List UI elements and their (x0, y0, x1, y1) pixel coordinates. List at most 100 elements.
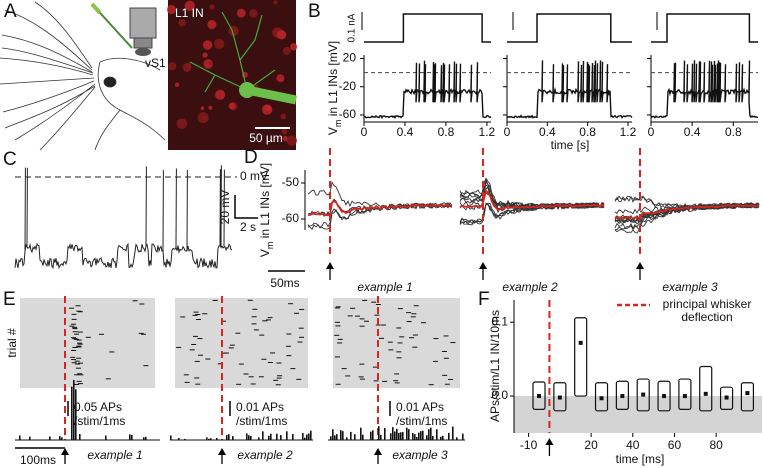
histogram-bar (19, 435, 21, 440)
panel-label: F (478, 289, 490, 310)
histogram-bar (346, 437, 348, 440)
ylabel-part: in L1 INs [mV] (326, 41, 340, 120)
histogram-bar (400, 432, 402, 440)
x-axis-label: time [ms] (616, 452, 665, 466)
arrow-head (218, 448, 226, 455)
ylabel-part: V (258, 249, 272, 257)
x-tick-label: 0 (361, 125, 368, 139)
y-tick-label: -60 (339, 107, 357, 121)
y-axis-label: Vm in L1 INs [mV] (326, 41, 343, 135)
box (678, 378, 692, 410)
y-tick-label: 0.1 (491, 314, 508, 328)
cell (209, 4, 215, 10)
x-tick-label: 0 (504, 125, 511, 139)
histogram-bar (452, 426, 454, 440)
histogram-bar (276, 433, 278, 440)
arrow-head (374, 448, 382, 455)
histogram-bar (436, 429, 438, 440)
cell (184, 0, 195, 11)
histogram-bar (372, 430, 374, 440)
ylabel-sub: m (333, 120, 343, 128)
box (532, 381, 546, 410)
y-axis-label: Vm in L1 INs [mV] (258, 163, 275, 257)
ylabel-part: V (326, 127, 340, 135)
panel-label: C (3, 149, 17, 170)
histogram-bar (398, 432, 400, 440)
box (719, 386, 734, 410)
histogram-bar (280, 435, 282, 440)
rate-scale: 0.01 APs (236, 400, 284, 414)
x-axis-label: time [s] (551, 138, 590, 152)
time-scale: 100ms (20, 453, 56, 467)
histogram-bar (262, 431, 264, 440)
mean-trace (459, 189, 605, 211)
raster-background (175, 298, 308, 388)
histogram-bar (246, 433, 248, 440)
median (703, 391, 708, 396)
x-tick-label: 80 (709, 438, 723, 452)
x-tick-label: 0.4 (397, 125, 414, 139)
raster-background (333, 298, 460, 388)
micrograph-cells (166, 0, 298, 146)
histogram-bar (29, 436, 31, 440)
ylabel-part: in L1 INs [mV] (258, 163, 272, 242)
rate-scale: 0.05 APs (74, 400, 122, 414)
y-axis-label: trial # (5, 328, 19, 358)
median (745, 391, 750, 396)
cell (286, 135, 298, 146)
histogram-bar (286, 431, 288, 440)
histogram-bar (462, 433, 464, 440)
mean-trace (307, 200, 453, 217)
cell (176, 118, 188, 130)
histogram-bar (422, 430, 424, 440)
current-step (651, 13, 758, 43)
box (636, 378, 650, 412)
voltage-trace (14, 165, 233, 270)
histogram-bar (178, 438, 180, 440)
box (657, 380, 671, 412)
cell (289, 43, 298, 51)
arrow-head (636, 262, 644, 269)
cell (202, 115, 206, 120)
histogram-bar (354, 434, 356, 440)
histogram-bar (308, 433, 310, 440)
example-label: example 3 (662, 280, 718, 294)
example-label: example 1 (87, 448, 142, 462)
median (557, 395, 562, 400)
histogram-bar (59, 436, 61, 440)
histogram-bar (226, 435, 228, 440)
histogram-bar (228, 434, 230, 440)
histogram-bar (184, 438, 186, 440)
cell (208, 105, 213, 110)
histogram-bar (432, 435, 434, 440)
cell (249, 9, 258, 18)
cell (273, 0, 278, 5)
rate-scale: 0.01 APs (396, 400, 444, 414)
arrow-head (61, 448, 69, 455)
histogram-bar (304, 437, 306, 440)
cell (281, 128, 288, 135)
x-tick-label: 0.8 (579, 125, 596, 139)
histogram-bar (406, 427, 408, 440)
histogram-bar (426, 435, 428, 440)
arrow-head (479, 262, 487, 269)
histogram-bar (143, 437, 145, 440)
cell (209, 61, 213, 65)
y-tick-label: -50 (282, 175, 300, 189)
cell (277, 30, 287, 40)
histogram-bar (342, 431, 344, 440)
histogram-bar (332, 429, 334, 440)
histogram-bar (270, 433, 272, 440)
reference-label: 0 mV (240, 169, 268, 183)
voltage-trace (307, 180, 453, 210)
histogram-bar (292, 434, 294, 440)
current-step (364, 13, 491, 43)
median (599, 396, 604, 401)
panel-label: A (4, 1, 17, 22)
t-scale: 2 s (240, 220, 256, 234)
histogram-bar (390, 433, 392, 440)
x-tick-label: 0.4 (539, 125, 556, 139)
histogram-bar (310, 430, 312, 440)
histogram-bar (408, 429, 410, 440)
